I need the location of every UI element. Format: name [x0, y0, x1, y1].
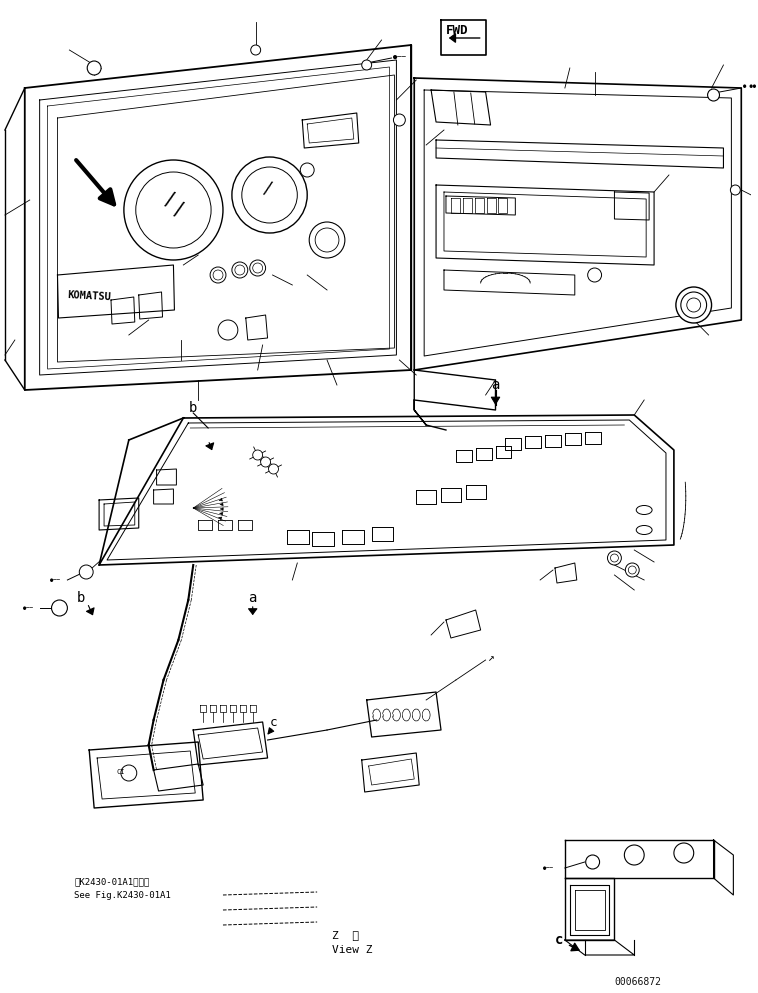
Circle shape	[587, 268, 602, 282]
Text: ●──: ●──	[23, 606, 33, 611]
Text: ●──: ●──	[393, 54, 406, 60]
Text: View Z: View Z	[332, 945, 372, 955]
Text: c: c	[270, 716, 277, 729]
Circle shape	[625, 845, 644, 865]
Circle shape	[687, 298, 700, 312]
Circle shape	[315, 228, 339, 252]
Circle shape	[136, 172, 211, 248]
Text: /: /	[171, 200, 185, 220]
Text: See Fig.K2430-01A1: See Fig.K2430-01A1	[74, 891, 171, 900]
Circle shape	[362, 60, 371, 70]
Text: KOMATSU: KOMATSU	[67, 290, 111, 302]
Circle shape	[676, 287, 712, 323]
Circle shape	[80, 565, 93, 579]
Text: ↗: ↗	[487, 653, 494, 663]
Text: a: a	[249, 591, 257, 605]
Circle shape	[210, 267, 226, 283]
Circle shape	[121, 765, 136, 781]
Circle shape	[261, 457, 271, 467]
Circle shape	[252, 450, 262, 460]
Text: CI: CI	[117, 769, 125, 775]
Circle shape	[213, 270, 223, 280]
Circle shape	[251, 45, 261, 55]
Circle shape	[607, 551, 622, 565]
Circle shape	[242, 167, 297, 223]
Circle shape	[232, 262, 248, 278]
Circle shape	[232, 157, 307, 233]
Circle shape	[87, 61, 101, 75]
Text: /: /	[261, 179, 274, 198]
Text: b: b	[77, 591, 86, 605]
Circle shape	[625, 563, 639, 577]
Ellipse shape	[636, 525, 652, 534]
Text: a: a	[491, 378, 500, 392]
Circle shape	[393, 114, 406, 126]
Circle shape	[681, 292, 706, 318]
Text: 00066872: 00066872	[615, 977, 662, 987]
Text: ●──: ●──	[543, 866, 553, 871]
Circle shape	[235, 265, 245, 275]
Circle shape	[610, 554, 619, 562]
Circle shape	[52, 600, 67, 616]
Circle shape	[586, 855, 600, 869]
Text: b: b	[189, 401, 197, 415]
Text: /: /	[161, 190, 177, 211]
Text: c: c	[555, 933, 563, 947]
Circle shape	[249, 260, 265, 276]
Circle shape	[309, 222, 345, 258]
Text: Z  視: Z 視	[332, 930, 359, 940]
Circle shape	[268, 464, 278, 474]
Text: FWD: FWD	[446, 24, 468, 37]
Circle shape	[628, 566, 636, 574]
Circle shape	[708, 89, 719, 101]
Circle shape	[124, 160, 223, 260]
Text: ● ●●: ● ●●	[744, 84, 756, 89]
Text: ●──: ●──	[49, 578, 59, 583]
Circle shape	[218, 320, 238, 340]
Circle shape	[674, 843, 694, 863]
Circle shape	[252, 263, 262, 273]
Circle shape	[731, 185, 741, 195]
Ellipse shape	[636, 505, 652, 514]
Text: 第K2430-01A1図参照: 第K2430-01A1図参照	[74, 878, 149, 887]
Circle shape	[300, 163, 314, 177]
